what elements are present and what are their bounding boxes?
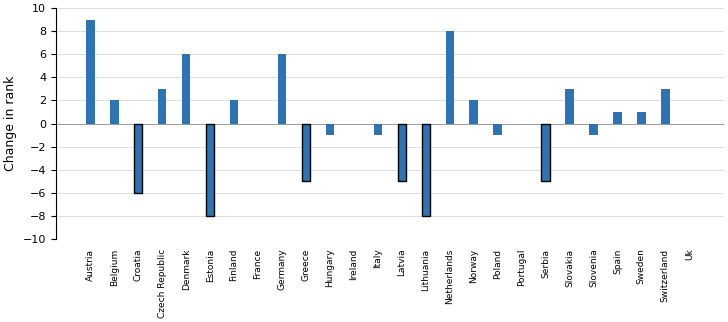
Bar [134,124,143,193]
Y-axis label: Change in rank: Change in rank [4,76,17,171]
Bar [397,124,406,181]
Bar [206,124,214,216]
Bar [566,89,574,124]
Bar [542,124,550,181]
Bar [278,54,286,124]
Bar [422,124,430,216]
Bar [302,124,310,181]
Bar [613,112,622,124]
Bar [158,89,167,124]
Bar [230,100,238,124]
Bar [637,112,646,124]
Bar [206,124,214,216]
Bar [446,31,454,124]
Bar [325,124,334,135]
Bar [302,124,310,181]
Bar [542,124,550,181]
Bar [86,20,95,124]
Bar [397,124,406,181]
Bar [422,124,430,216]
Bar [134,124,143,193]
Bar [589,124,598,135]
Bar [373,124,382,135]
Bar [110,100,119,124]
Bar [661,89,670,124]
Bar [470,100,478,124]
Bar [494,124,502,135]
Bar [182,54,191,124]
